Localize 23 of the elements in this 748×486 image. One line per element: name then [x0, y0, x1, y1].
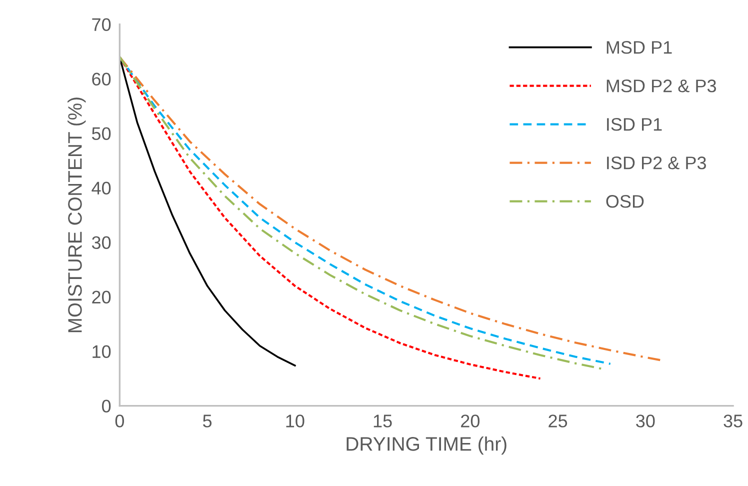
y-tick-label: 50: [92, 127, 111, 140]
x-tick-label: 0: [115, 414, 124, 428]
x-tick-label: 30: [636, 414, 655, 428]
x-tick-label: 25: [548, 414, 568, 428]
y-tick-label: 40: [92, 182, 111, 195]
x-tick-label: 20: [461, 414, 480, 428]
x-tick-label: 10: [286, 414, 304, 428]
y-tick-label: 70: [92, 18, 111, 32]
y-tick-label: 60: [92, 72, 111, 86]
x-tick-label: 35: [724, 414, 742, 428]
legend-label: OSD: [606, 195, 644, 208]
x-axis-title: DRYING TIME (hr): [346, 436, 506, 455]
legend-label: ISD P2 & P3: [607, 156, 706, 170]
legend-label: ISD P1: [607, 118, 662, 131]
y-tick-label: 30: [92, 236, 111, 250]
x-tick-label: 15: [374, 414, 392, 428]
x-tick-label: 5: [203, 414, 212, 428]
legend-label: MSD P1: [606, 41, 672, 54]
y-tick-label: 0: [102, 400, 111, 413]
y-tick-label: 20: [92, 290, 111, 304]
y-axis-title: MOISTURE CONTENT (%): [68, 98, 86, 332]
y-tick-label: 10: [92, 345, 111, 358]
legend-label: MSD P2 & P3: [606, 80, 716, 92]
